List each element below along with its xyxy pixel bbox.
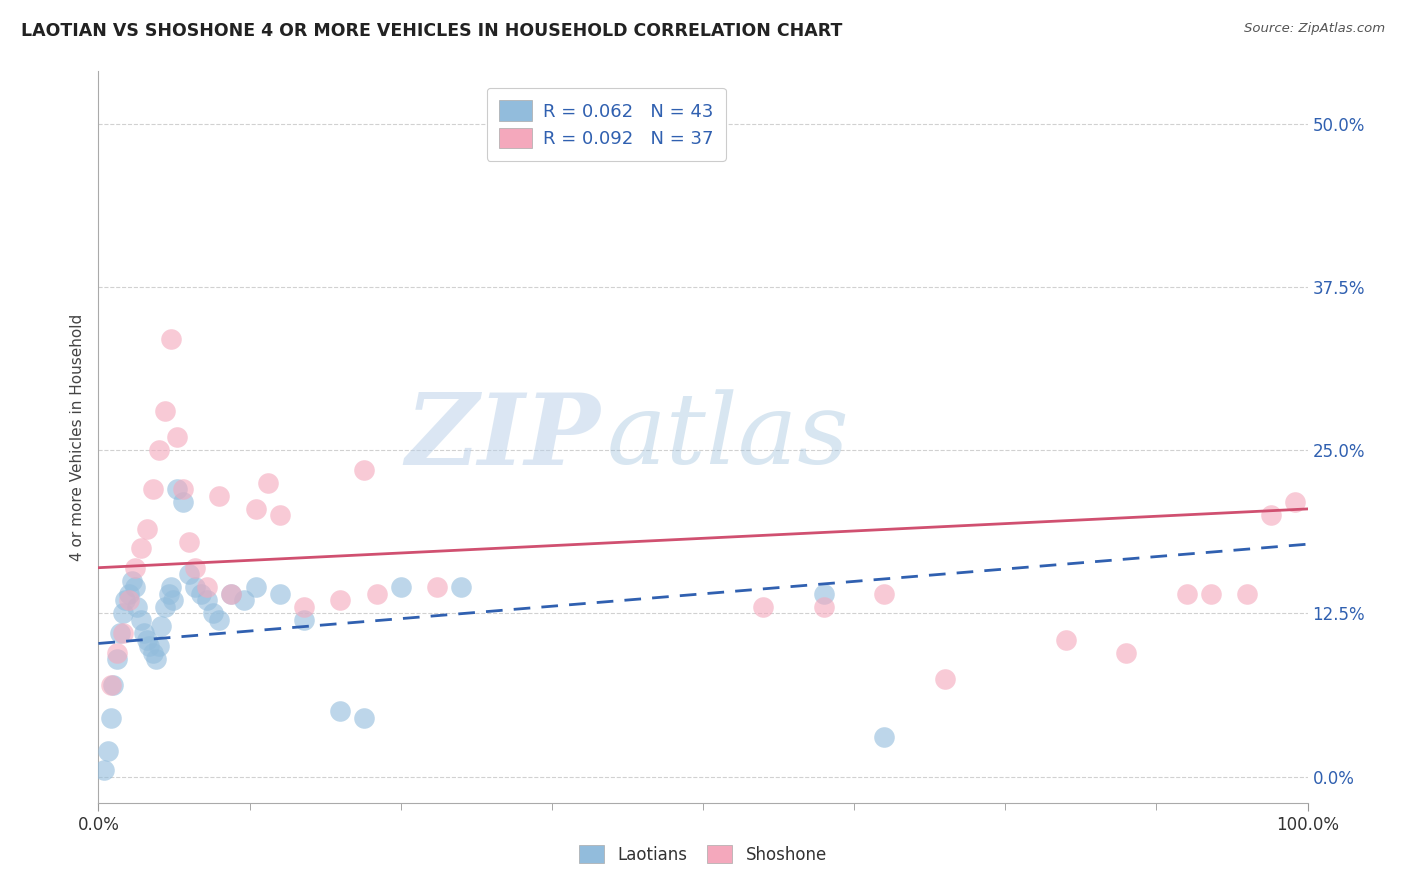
Point — [142, 646, 165, 660]
Y-axis label: 4 or more Vehicles in Household: 4 or more Vehicles in Household — [69, 313, 84, 561]
Point — [202, 607, 225, 621]
Point — [129, 613, 152, 627]
Point — [353, 711, 375, 725]
Point — [1115, 646, 1137, 660]
Point — [160, 332, 183, 346]
Point — [195, 580, 218, 594]
Point — [121, 574, 143, 588]
Point — [389, 580, 412, 594]
Point — [127, 599, 149, 614]
Point — [292, 613, 315, 627]
Point — [426, 580, 449, 594]
Point — [195, 593, 218, 607]
Point — [172, 495, 194, 509]
Point — [129, 541, 152, 555]
Point — [166, 483, 188, 497]
Point — [221, 587, 243, 601]
Point — [873, 731, 896, 745]
Point — [1284, 495, 1306, 509]
Point — [873, 587, 896, 601]
Point — [124, 560, 146, 574]
Point — [184, 560, 207, 574]
Point — [153, 404, 176, 418]
Point — [118, 593, 141, 607]
Point — [190, 587, 212, 601]
Point — [813, 599, 835, 614]
Point — [179, 534, 201, 549]
Text: LAOTIAN VS SHOSHONE 4 OR MORE VEHICLES IN HOUSEHOLD CORRELATION CHART: LAOTIAN VS SHOSHONE 4 OR MORE VEHICLES I… — [21, 22, 842, 40]
Point — [148, 639, 170, 653]
Point — [105, 646, 128, 660]
Point — [101, 678, 124, 692]
Point — [366, 587, 388, 601]
Point — [208, 489, 231, 503]
Point — [114, 593, 136, 607]
Text: ZIP: ZIP — [405, 389, 600, 485]
Point — [150, 619, 173, 633]
Point — [1199, 587, 1222, 601]
Point — [172, 483, 194, 497]
Point — [111, 607, 134, 621]
Point — [184, 580, 207, 594]
Point — [166, 430, 188, 444]
Point — [232, 593, 254, 607]
Point — [160, 580, 183, 594]
Point — [256, 475, 278, 490]
Point — [752, 599, 775, 614]
Point — [97, 743, 120, 757]
Point — [118, 587, 141, 601]
Point — [157, 587, 180, 601]
Point — [269, 587, 291, 601]
Text: Source: ZipAtlas.com: Source: ZipAtlas.com — [1244, 22, 1385, 36]
Point — [153, 599, 176, 614]
Point — [245, 502, 267, 516]
Point — [134, 626, 156, 640]
Point — [813, 587, 835, 601]
Point — [329, 593, 352, 607]
Point — [329, 705, 352, 719]
Point — [292, 599, 315, 614]
Point — [208, 613, 231, 627]
Point — [100, 711, 122, 725]
Point — [135, 521, 157, 535]
Point — [138, 639, 160, 653]
Point — [1260, 508, 1282, 523]
Point — [245, 580, 267, 594]
Point — [100, 678, 122, 692]
Point — [105, 652, 128, 666]
Point — [934, 672, 956, 686]
Point — [135, 632, 157, 647]
Point — [221, 587, 243, 601]
Point — [1175, 587, 1198, 601]
Point — [162, 593, 184, 607]
Point — [93, 763, 115, 777]
Point — [450, 580, 472, 594]
Point — [148, 443, 170, 458]
Point — [269, 508, 291, 523]
Point — [353, 463, 375, 477]
Text: atlas: atlas — [606, 390, 849, 484]
Point — [111, 626, 134, 640]
Point — [1054, 632, 1077, 647]
Legend: R = 0.062   N = 43, R = 0.092   N = 37: R = 0.062 N = 43, R = 0.092 N = 37 — [486, 87, 725, 161]
Point — [142, 483, 165, 497]
Point — [108, 626, 131, 640]
Legend: Laotians, Shoshone: Laotians, Shoshone — [572, 838, 834, 871]
Point — [1236, 587, 1258, 601]
Point — [179, 567, 201, 582]
Point — [124, 580, 146, 594]
Point — [145, 652, 167, 666]
